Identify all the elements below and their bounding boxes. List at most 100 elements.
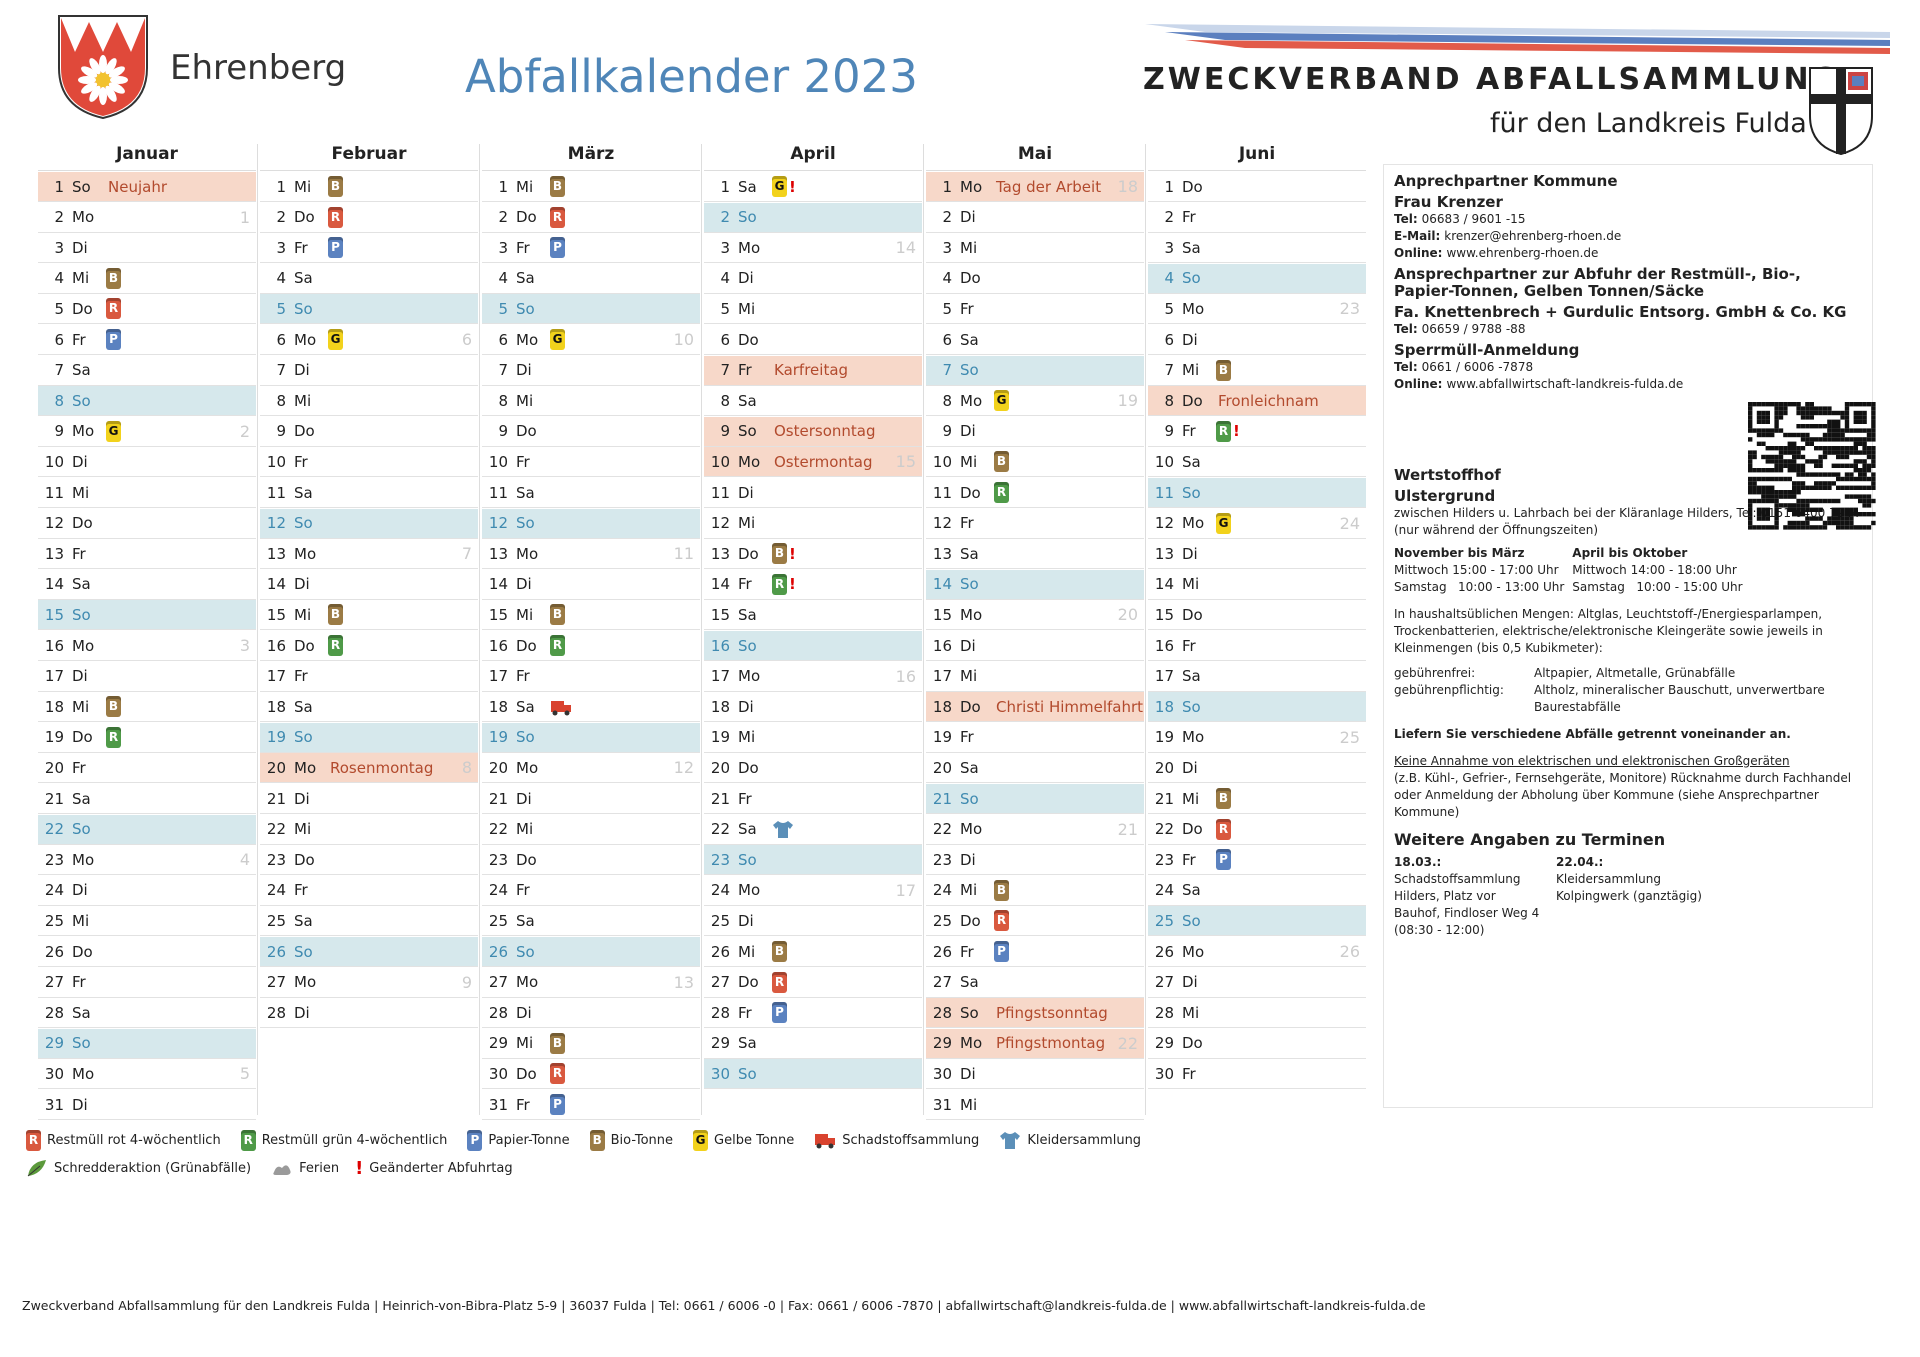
holiday: Pfingstmontag bbox=[996, 1034, 1106, 1053]
week-number: 26 bbox=[1339, 942, 1360, 961]
day-row: 27 Mo 13 bbox=[482, 968, 700, 998]
day-row: 6 Sa bbox=[926, 325, 1144, 355]
day-number: 22 bbox=[710, 820, 730, 839]
bin-icon: B bbox=[589, 1129, 605, 1151]
day-row: 16 Do R bbox=[482, 631, 700, 661]
day-number: 22 bbox=[1154, 820, 1174, 839]
weekday: Sa bbox=[72, 789, 91, 808]
weekday: Do bbox=[738, 330, 759, 349]
day-row: 24 Sa bbox=[1148, 876, 1366, 906]
day-row: 26 So bbox=[260, 937, 478, 967]
holiday: Rosenmontag bbox=[330, 758, 434, 777]
day-row: 8 Mi bbox=[482, 386, 700, 417]
weekday: Mo bbox=[72, 636, 95, 655]
bin-icon: R bbox=[26, 1129, 41, 1151]
day-row: 3 Fr P bbox=[482, 233, 700, 264]
weekday: Sa bbox=[72, 1003, 91, 1022]
day-row: 19 Do R bbox=[38, 723, 256, 753]
place: Ulstergrund bbox=[1394, 487, 1496, 505]
fee-row: gebührenfrei: Altpapier, Altmetalle, Grün… bbox=[1394, 665, 1862, 682]
day-number: 18 bbox=[266, 697, 286, 716]
contact-line: Tel: 06683 / 9601 -15 bbox=[1394, 211, 1862, 228]
day-number: 28 bbox=[266, 1003, 286, 1022]
info-panel: Anprechpartner Kommune Frau Krenzer Tel: 06… bbox=[1383, 164, 1873, 1108]
holiday: Tag der Arbeit bbox=[996, 177, 1102, 196]
day-row: 17 Di bbox=[38, 662, 256, 692]
weekday: Do bbox=[738, 973, 759, 992]
weekday: Di bbox=[960, 422, 976, 441]
hours-row: Mittwoch 14:00 - 18:00 Uhr bbox=[1572, 563, 1737, 577]
weekday: Mi bbox=[738, 299, 756, 318]
hours-row: Samstag 10:00 - 13:00 Uhr bbox=[1394, 580, 1565, 594]
weekday: Do bbox=[516, 422, 537, 441]
column-line bbox=[257, 144, 258, 1115]
day-number: 24 bbox=[932, 881, 952, 900]
day-number: 4 bbox=[276, 269, 286, 288]
weekday: Do bbox=[1182, 177, 1203, 196]
day-number: 12 bbox=[710, 514, 730, 533]
day-row: 10 Mo Ostermontag 15 bbox=[704, 447, 922, 478]
weekday: Fr bbox=[738, 1003, 752, 1022]
day-row: 13 Mo 11 bbox=[482, 539, 700, 570]
address: zwischen Hilders u. Lahrbach bei der Klä… bbox=[1394, 506, 1860, 537]
day-number: 1 bbox=[54, 177, 64, 196]
day-number: 20 bbox=[932, 758, 952, 777]
day-number: 24 bbox=[44, 881, 64, 900]
day-number: 10 bbox=[1154, 452, 1174, 471]
weekday: Sa bbox=[738, 605, 757, 624]
day-number: 5 bbox=[942, 299, 952, 318]
weekday: Do bbox=[294, 422, 315, 441]
weekday: Do bbox=[960, 911, 981, 930]
day-number: 13 bbox=[1154, 544, 1174, 563]
weekday: So bbox=[1182, 697, 1201, 716]
day-number: 15 bbox=[932, 605, 952, 624]
day-row: 14 Di bbox=[260, 570, 478, 600]
weekday: Mo bbox=[738, 881, 761, 900]
legend-item: R Restmüll grün 4-wöchentlich bbox=[237, 1128, 447, 1152]
day-row: 21 Di bbox=[260, 784, 478, 814]
weekday: Mo bbox=[1182, 514, 1205, 533]
day-row: 23 Mo 4 bbox=[38, 845, 256, 876]
contact-key: Tel: bbox=[1394, 212, 1418, 226]
weekday: Fr bbox=[1182, 422, 1196, 441]
contact-value: krenzer@ehrenberg-rhoen.de bbox=[1444, 229, 1622, 243]
day-row: 1 Sa G! bbox=[704, 172, 922, 202]
day-row: 17 Fr bbox=[482, 662, 700, 692]
day-row: 25 So bbox=[1148, 906, 1366, 937]
weekday: Mo bbox=[294, 330, 317, 349]
weekday: Do bbox=[1182, 605, 1203, 624]
day-number: 14 bbox=[932, 575, 952, 594]
org-subtitle: für den Landkreis Fulda bbox=[1490, 108, 1807, 139]
bin-icon: R bbox=[994, 482, 1009, 503]
weekday: So bbox=[1182, 483, 1201, 502]
weekday: Sa bbox=[72, 361, 91, 380]
day-number: 3 bbox=[498, 238, 508, 257]
week-number: 25 bbox=[1339, 727, 1360, 747]
bin-icon: G bbox=[693, 1129, 709, 1151]
bin-icon: G bbox=[550, 329, 565, 350]
bin-icon: R bbox=[772, 971, 787, 993]
holiday: Neujahr bbox=[108, 177, 167, 196]
day-row: 30 Mo 5 bbox=[38, 1059, 256, 1090]
day-number: 29 bbox=[710, 1034, 730, 1053]
day-row: 21 Fr bbox=[704, 784, 922, 814]
day-number: 2 bbox=[54, 208, 64, 227]
truck-icon bbox=[815, 1134, 836, 1149]
day-number: 10 bbox=[488, 452, 508, 471]
day-number: 9 bbox=[1164, 422, 1174, 441]
weekday: Mo bbox=[516, 330, 539, 349]
bin-icon: G bbox=[772, 176, 787, 197]
day-number: 21 bbox=[710, 789, 730, 808]
day-row: 21 So bbox=[926, 784, 1144, 814]
day-row: 13 Mo 7 bbox=[260, 539, 478, 570]
day-row: 4 Mi B bbox=[38, 264, 256, 294]
day-row: 16 Fr bbox=[1148, 631, 1366, 661]
bin-icon: P bbox=[550, 237, 565, 259]
weekday: Di bbox=[1182, 973, 1198, 992]
shirt-icon bbox=[1000, 1132, 1021, 1149]
bin-icon: P bbox=[994, 941, 1009, 962]
day-row: 23 Di bbox=[926, 845, 1144, 876]
day-number: 27 bbox=[266, 973, 286, 992]
day-number: 2 bbox=[1164, 208, 1174, 227]
